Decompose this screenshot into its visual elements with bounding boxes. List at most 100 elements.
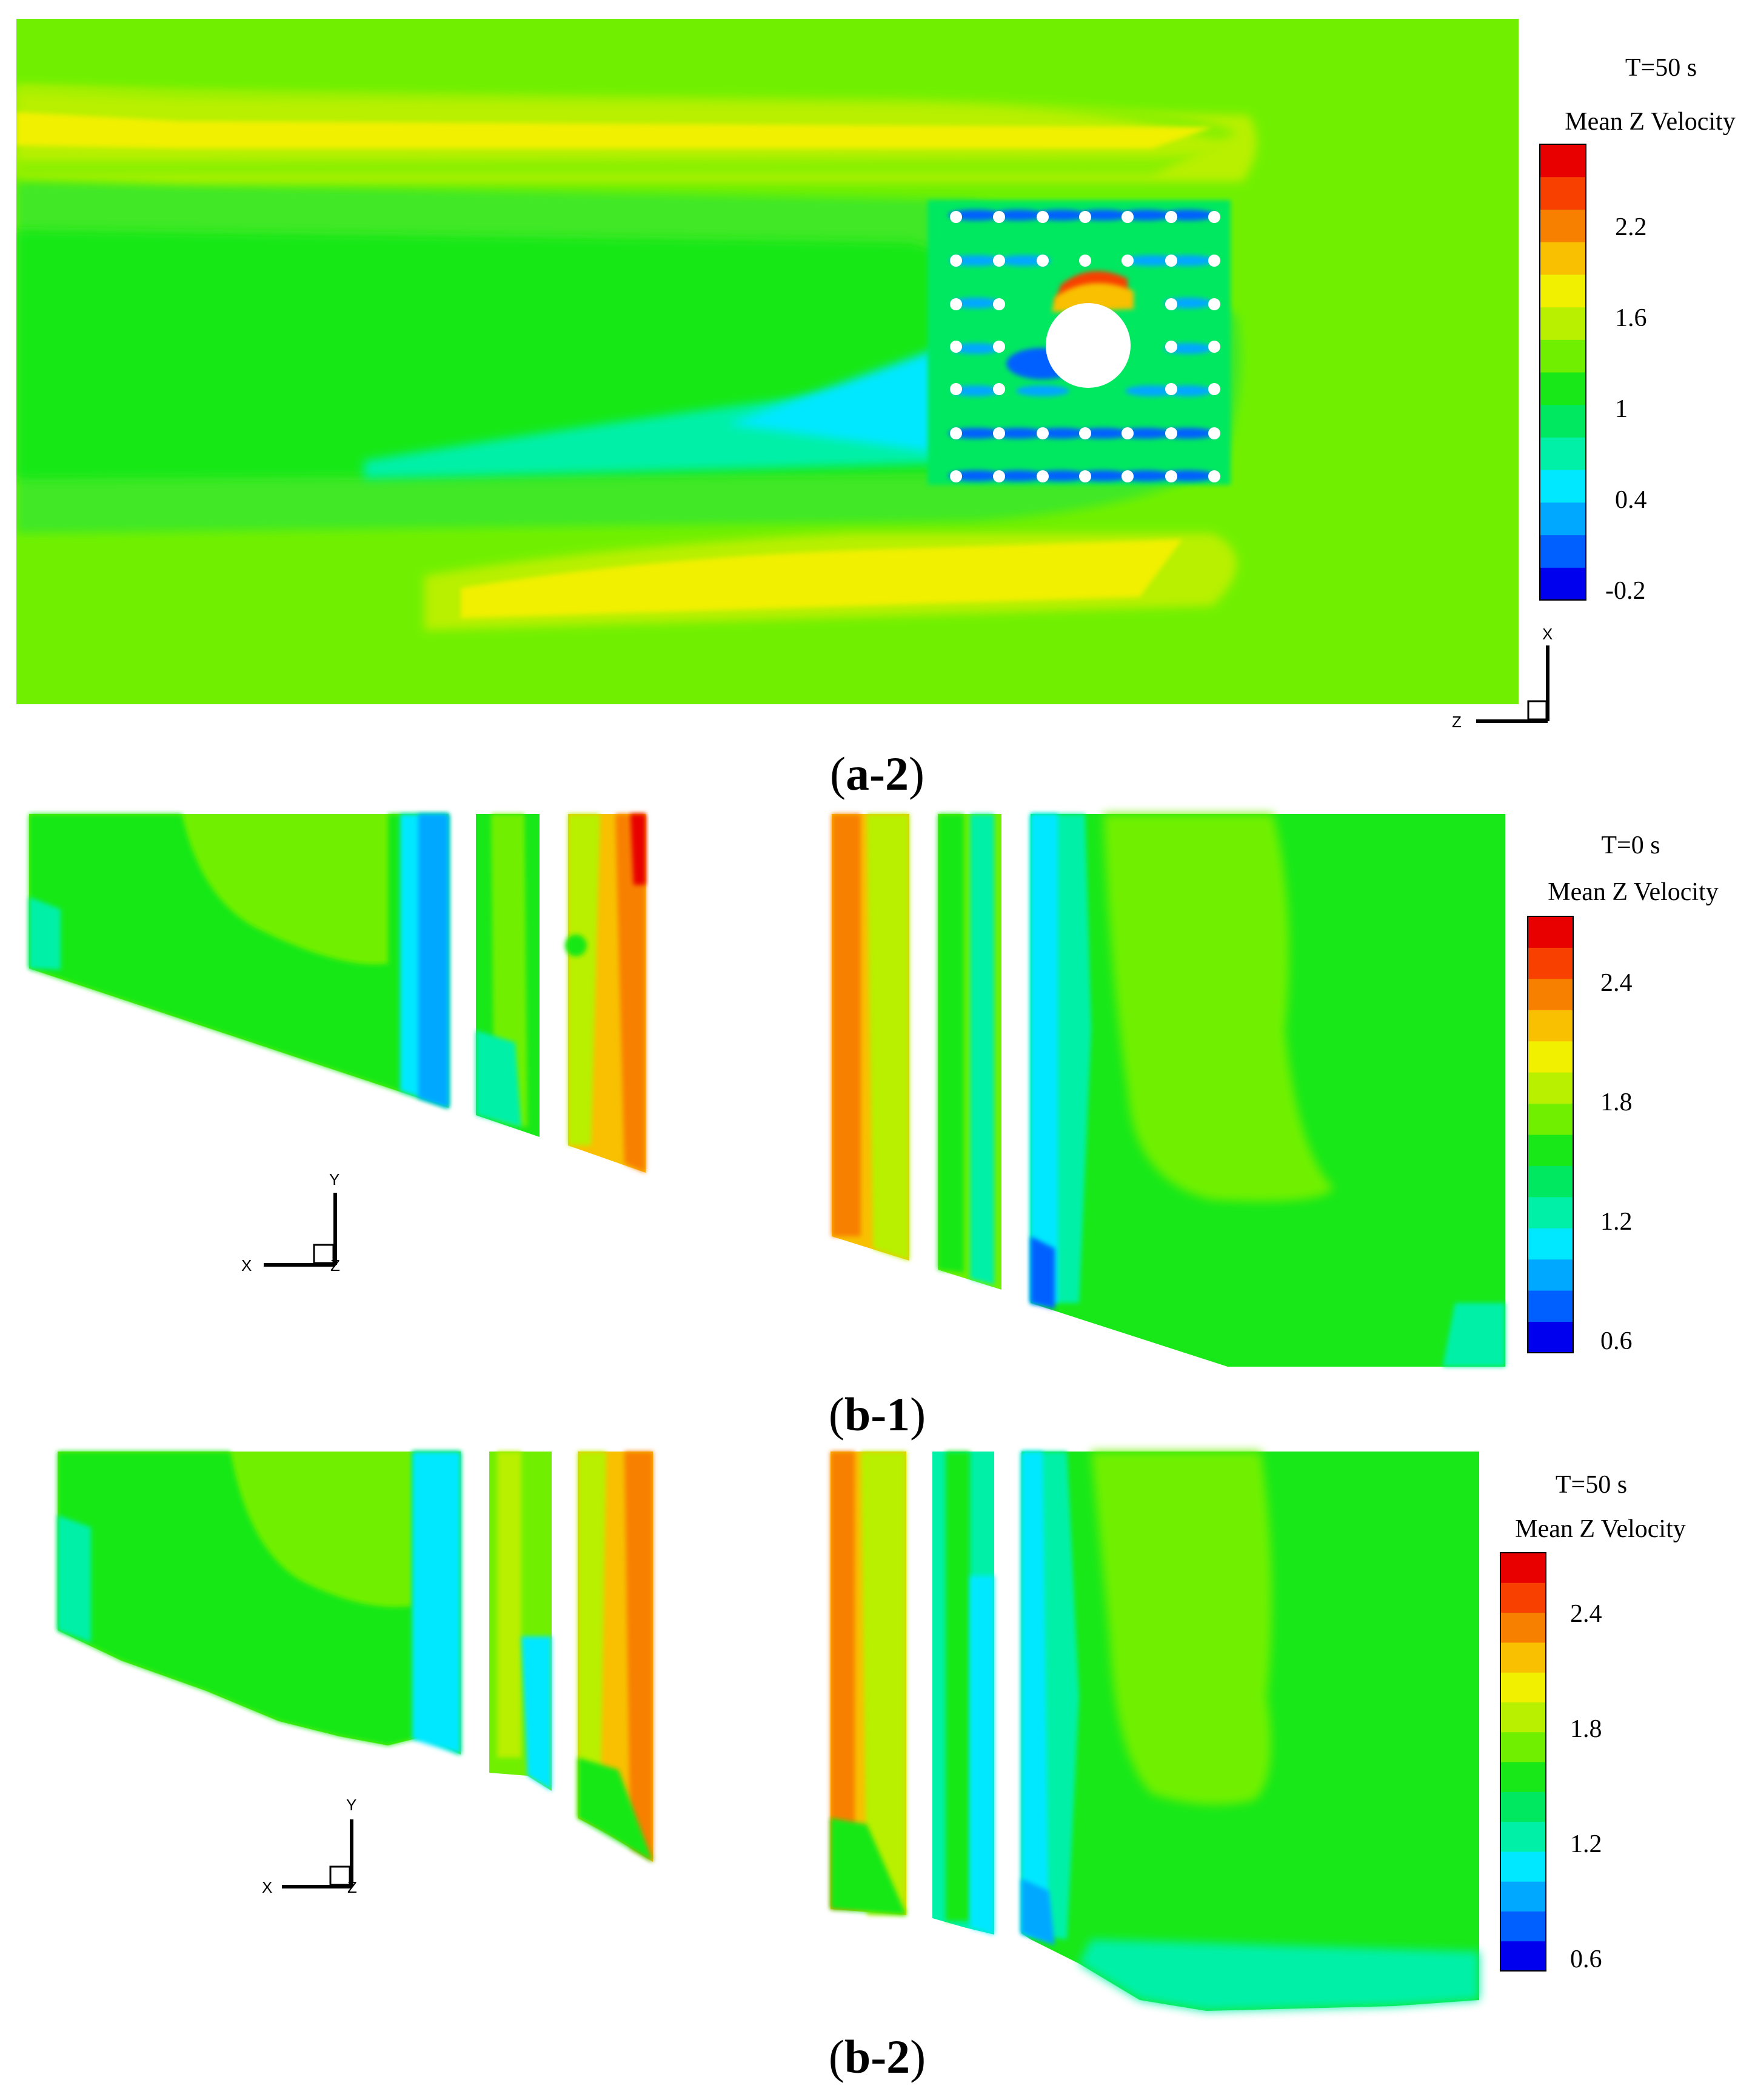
pile-dot <box>993 427 1005 439</box>
pile-dot <box>993 470 1005 482</box>
panel-b1-contour <box>29 814 1505 1367</box>
legend-b2: T=50 s Mean Z Velocity 2.4 1.8 1.2 0.6 <box>1500 1471 1686 1973</box>
pile-dot <box>950 255 962 267</box>
pile-dot <box>1037 470 1049 482</box>
axis-b2-corner-label: Z <box>347 1878 357 1896</box>
legend-b1-colorbar-swatch <box>1528 1196 1573 1228</box>
legend-b1-colorbar-swatch <box>1528 947 1573 979</box>
legend-a2-tick-1: 1.6 <box>1615 304 1647 332</box>
legend-a2: T=50 s Mean Z Velocity 2.2 1.6 1 0.4 -0.… <box>1539 54 1736 605</box>
pile-dot <box>993 211 1005 223</box>
axis-a2-vertical-label: X <box>1542 625 1553 643</box>
axis-triad-b1 <box>264 1193 337 1267</box>
legend-a2-colorbar-frame <box>1539 144 1586 601</box>
legend-b2-colorbar-swatch <box>1500 1702 1546 1733</box>
legend-b2-colorbar <box>1500 1552 1546 1972</box>
pile-dot <box>1079 255 1091 267</box>
pile-group-dots <box>950 211 1220 482</box>
legend-a2-colorbar-swatch <box>1540 307 1586 340</box>
pile-dot <box>1165 427 1177 439</box>
pile-dot <box>950 427 962 439</box>
pile-dot <box>1079 470 1091 482</box>
pile-main <box>1046 303 1131 388</box>
legend-a2-tick-2: 1 <box>1615 395 1628 423</box>
legend-a2-colorbar-swatch <box>1540 567 1586 601</box>
legend-b2-title: Mean Z Velocity <box>1515 1515 1686 1543</box>
legend-b2-colorbar-swatch <box>1500 1821 1546 1852</box>
legend-b1: T=0 s Mean Z Velocity 2.4 1.8 1.2 0.6 <box>1527 832 1719 1355</box>
pile-dot <box>950 470 962 482</box>
legend-a2-colorbar-swatch <box>1540 176 1586 210</box>
legend-b1-tick-0: 2.4 <box>1600 969 1633 997</box>
legend-b1-colorbar-swatch <box>1528 916 1573 948</box>
axis-b1-vertical-label: Y <box>329 1170 339 1188</box>
legend-a2-time: T=50 s <box>1625 54 1697 82</box>
legend-b1-tick-1: 1.8 <box>1600 1088 1633 1116</box>
pile-dot <box>1208 470 1220 482</box>
pile-dot <box>1079 427 1091 439</box>
pile-dot <box>1208 341 1220 353</box>
pile-dot <box>1208 298 1220 310</box>
pile-dot <box>1037 211 1049 223</box>
legend-a2-colorbar-swatch <box>1540 242 1586 275</box>
legend-a2-colorbar-swatch <box>1540 372 1586 405</box>
legend-b2-time: T=50 s <box>1556 1471 1627 1499</box>
pile-dot <box>1165 298 1177 310</box>
legend-a2-colorbar <box>1539 144 1586 601</box>
legend-b1-colorbar-swatch <box>1528 1259 1573 1291</box>
pile-dot <box>1165 255 1177 267</box>
pile-dot <box>993 255 1005 267</box>
pile-dot <box>950 298 962 310</box>
legend-b1-tick-2: 1.2 <box>1600 1208 1633 1236</box>
legend-b2-colorbar-frame <box>1500 1552 1546 1972</box>
pile-dot <box>1165 383 1177 395</box>
pile-dot <box>950 211 962 223</box>
axis-b1-corner-label: Z <box>330 1256 340 1275</box>
legend-b2-colorbar-swatch <box>1500 1911 1546 1942</box>
legend-b1-colorbar-swatch <box>1528 1072 1573 1104</box>
pile-dot <box>1122 255 1134 267</box>
legend-b2-colorbar-swatch <box>1500 1732 1546 1762</box>
legend-b1-colorbar-swatch <box>1528 1228 1573 1260</box>
legend-a2-tick-0: 2.2 <box>1615 213 1647 241</box>
panel-a2-contour <box>16 19 1519 704</box>
legend-a2-colorbar-swatch <box>1540 535 1586 568</box>
pile-dot <box>1079 211 1091 223</box>
legend-a2-colorbar-swatch <box>1540 404 1586 438</box>
axis-b2-vertical-label: Y <box>346 1796 356 1814</box>
pile-dot <box>1208 211 1220 223</box>
legend-b1-colorbar-swatch <box>1528 978 1573 1010</box>
pile-dot <box>1165 341 1177 353</box>
caption-b1: (b-1) <box>829 1388 926 1441</box>
pile-dot <box>1208 255 1220 267</box>
legend-a2-colorbar-swatch <box>1540 339 1586 373</box>
caption-a2: (a-2) <box>830 747 924 800</box>
pile-dot <box>993 341 1005 353</box>
legend-a2-colorbar-swatch <box>1540 144 1586 178</box>
legend-a2-colorbar-swatch <box>1540 502 1586 536</box>
axis-a2-horizontal-label: Z <box>1452 713 1462 731</box>
pile-dot <box>1037 427 1049 439</box>
legend-b2-colorbar-swatch <box>1500 1792 1546 1822</box>
legend-b2-tick-0: 2.4 <box>1570 1600 1602 1628</box>
axis-b2-horizontal-label: X <box>262 1878 272 1896</box>
caption-b2: (b-2) <box>829 2030 926 2083</box>
legend-b2-tick-1: 1.8 <box>1570 1715 1602 1743</box>
pile-dot <box>1208 383 1220 395</box>
pile-dot <box>950 383 962 395</box>
legend-b2-colorbar-swatch <box>1500 1553 1546 1583</box>
pile-dot <box>1165 470 1177 482</box>
legend-a2-tick-4: -0.2 <box>1605 577 1646 605</box>
legend-a2-colorbar-swatch <box>1540 274 1586 308</box>
legend-b1-colorbar-swatch <box>1528 1103 1573 1135</box>
axis-triad-b2 <box>282 1819 353 1888</box>
legend-b2-colorbar-swatch <box>1500 1582 1546 1613</box>
legend-a2-colorbar-swatch <box>1540 437 1586 470</box>
legend-b1-colorbar-swatch <box>1528 1010 1573 1042</box>
pile-dot <box>1122 470 1134 482</box>
legend-b2-colorbar-swatch <box>1500 1612 1546 1643</box>
pile-dot <box>1165 211 1177 223</box>
axis-b1-horizontal-label: X <box>241 1256 252 1275</box>
pile-dot <box>1122 427 1134 439</box>
